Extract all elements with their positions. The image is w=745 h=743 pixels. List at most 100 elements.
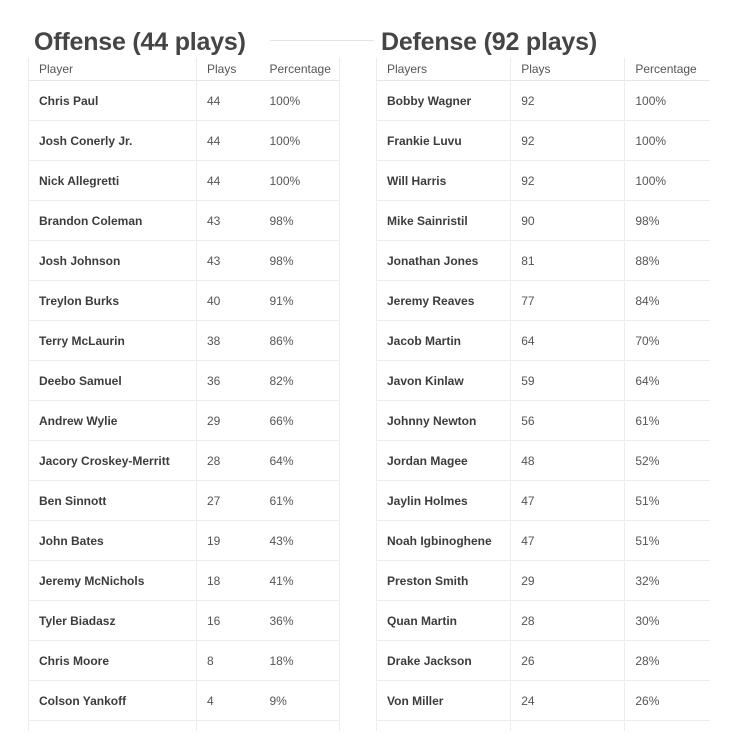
defense-cell-player: Von Miller: [376, 680, 512, 721]
defense-cell-player: Quan Martin: [376, 600, 512, 641]
defense-cell-plays: 81: [510, 240, 626, 281]
defense-cell-plays: 47: [510, 480, 626, 521]
defense-table-row: Jordan Magee 48 52%: [376, 440, 710, 481]
offense-cell-player: Brandon Coleman: [28, 200, 197, 241]
offense-header-player: Player: [28, 58, 197, 81]
offense-table-row: Jacory Croskey-Merritt 28 64%: [28, 440, 340, 481]
defense-cell-percentage: 84%: [624, 280, 710, 321]
defense-table-row: Johnny Newton 56 61%: [376, 400, 710, 441]
offense-cell-plays: 29: [196, 400, 260, 441]
offense-cell-player: Jacory Croskey-Merritt: [28, 440, 197, 481]
defense-header-percentage: Percentage: [624, 58, 710, 81]
offense-section: Offense (44 plays) Player Plays Percenta…: [28, 26, 340, 731]
defense-spacer-cell: [625, 721, 710, 732]
offense-cell-plays: 19: [196, 520, 260, 561]
defense-section: Defense (92 plays) Players Plays Percent…: [376, 26, 710, 731]
offense-cell-percentage: 98%: [259, 200, 340, 241]
defense-table-row: Frankie Luvu 92 100%: [376, 120, 710, 161]
defense-cell-player: Noah Igbinoghene: [376, 520, 512, 561]
offense-cell-player: John Bates: [28, 520, 197, 561]
offense-cell-player: Colson Yankoff: [28, 680, 197, 721]
offense-cell-player: Jeremy McNichols: [28, 560, 197, 601]
defense-cell-percentage: 52%: [624, 440, 710, 481]
defense-cell-percentage: 26%: [624, 680, 710, 721]
defense-table-row: Will Harris 92 100%: [376, 160, 710, 201]
defense-cell-percentage: 100%: [624, 160, 710, 201]
offense-table-row: Terry McLaurin 38 86%: [28, 320, 340, 361]
offense-table-row: Jeremy McNichols 18 41%: [28, 560, 340, 601]
offense-header-row: Player Plays Percentage: [28, 58, 340, 81]
offense-cell-plays: 8: [196, 640, 260, 681]
offense-cell-player: Josh Johnson: [28, 240, 197, 281]
offense-spacer-cell: [197, 721, 260, 732]
offense-table-row: Treylon Burks 40 91%: [28, 280, 340, 321]
defense-header-row: Players Plays Percentage: [376, 58, 710, 81]
offense-cell-player: Chris Paul: [28, 80, 197, 121]
offense-table-row: Chris Moore 8 18%: [28, 640, 340, 681]
offense-cell-percentage: 98%: [259, 240, 340, 281]
offense-cell-percentage: 64%: [259, 440, 340, 481]
title-divider: [270, 40, 374, 41]
offense-cell-player: Nick Allegretti: [28, 160, 197, 201]
defense-cell-player: Jeremy Reaves: [376, 280, 512, 321]
defense-cell-player: Drake Jackson: [376, 640, 512, 681]
offense-cell-plays: 16: [196, 600, 260, 641]
offense-cell-player: Ben Sinnott: [28, 480, 197, 521]
defense-table-row: Mike Sainristil 90 98%: [376, 200, 710, 241]
offense-table-row: Brandon Coleman 43 98%: [28, 200, 340, 241]
defense-cell-percentage: 61%: [624, 400, 710, 441]
offense-cell-plays: 28: [196, 440, 260, 481]
offense-cell-percentage: 36%: [259, 600, 340, 641]
offense-table-row: Ben Sinnott 27 61%: [28, 480, 340, 521]
defense-cell-plays: 48: [510, 440, 626, 481]
defense-cell-percentage: 51%: [624, 480, 710, 521]
defense-cell-plays: 47: [510, 520, 626, 561]
offense-spacer-cell: [28, 720, 197, 731]
defense-table: Players Plays Percentage Bobby Wagner 92 1…: [376, 58, 710, 731]
defense-cell-percentage: 70%: [624, 320, 710, 361]
offense-table-row: Josh Conerly Jr. 44 100%: [28, 120, 340, 161]
offense-cell-plays: 44: [196, 160, 260, 201]
defense-cell-plays: 64: [510, 320, 626, 361]
defense-cell-percentage: 98%: [624, 200, 710, 241]
offense-title: Offense (44 plays): [34, 28, 246, 56]
defense-cell-percentage: 100%: [624, 120, 710, 161]
defense-cell-plays: 90: [510, 200, 626, 241]
offense-table: Player Plays Percentage Chris Paul 44 100%…: [28, 58, 340, 731]
offense-cell-percentage: 9%: [259, 680, 340, 721]
offense-cell-player: Treylon Burks: [28, 280, 197, 321]
defense-cell-player: Preston Smith: [376, 560, 512, 601]
offense-table-row: Colson Yankoff 4 9%: [28, 680, 340, 721]
offense-table-body: Chris Paul 44 100% Josh Conerly Jr. 44 100% Ni…: [28, 80, 340, 732]
defense-table-row-spacer: [376, 720, 711, 732]
defense-table-row: Jonathan Jones 81 88%: [376, 240, 710, 281]
defense-cell-player: Jaylin Holmes: [376, 480, 512, 521]
offense-table-row: John Bates 19 43%: [28, 520, 340, 561]
offense-spacer-cell: [260, 721, 340, 732]
defense-table-row: Drake Jackson 26 28%: [376, 640, 710, 681]
defense-table-row: Javon Kinlaw 59 64%: [376, 360, 710, 401]
offense-cell-player: Deebo Samuel: [28, 360, 197, 401]
defense-table-row: Noah Igbinoghene 47 51%: [376, 520, 710, 561]
defense-cell-player: Bobby Wagner: [376, 80, 512, 121]
defense-cell-plays: 92: [510, 120, 626, 161]
offense-cell-percentage: 100%: [259, 120, 340, 161]
offense-header-percentage: Percentage: [259, 58, 340, 81]
offense-cell-percentage: 86%: [259, 320, 340, 361]
offense-cell-player: Chris Moore: [28, 640, 197, 681]
defense-header-plays: Plays: [510, 58, 626, 81]
offense-table-row: Josh Johnson 43 98%: [28, 240, 340, 281]
defense-cell-plays: 26: [510, 640, 626, 681]
defense-cell-plays: 92: [510, 160, 626, 201]
offense-cell-percentage: 100%: [259, 80, 340, 121]
defense-cell-percentage: 100%: [624, 80, 710, 121]
defense-cell-player: Frankie Luvu: [376, 120, 512, 161]
defense-cell-plays: 77: [510, 280, 626, 321]
defense-table-row: Bobby Wagner 92 100%: [376, 80, 710, 121]
defense-cell-player: Javon Kinlaw: [376, 360, 512, 401]
offense-cell-percentage: 18%: [259, 640, 340, 681]
offense-cell-plays: 36: [196, 360, 260, 401]
defense-cell-player: Mike Sainristil: [376, 200, 512, 241]
defense-title: Defense (92 plays): [381, 28, 597, 56]
defense-cell-percentage: 88%: [624, 240, 710, 281]
